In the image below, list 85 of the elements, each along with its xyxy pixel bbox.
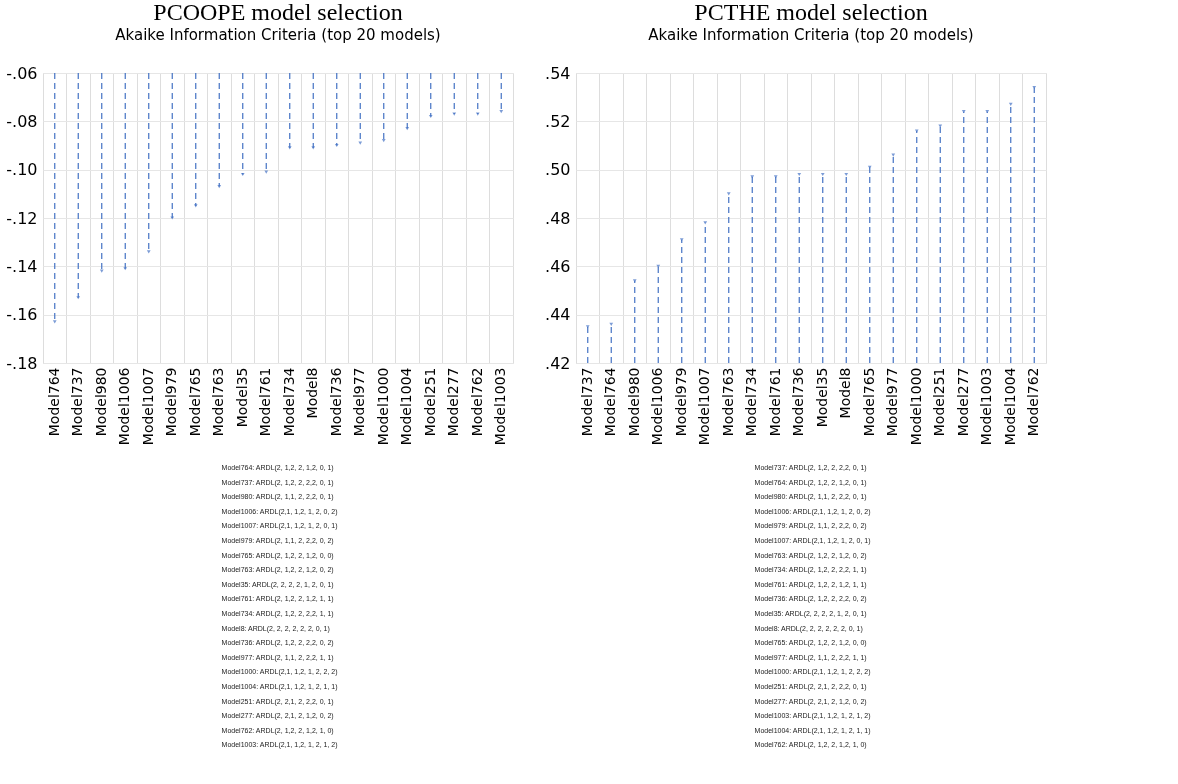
point bbox=[632, 279, 637, 283]
point bbox=[797, 172, 802, 177]
x-tick-label: Model762 bbox=[468, 367, 485, 437]
x-tick-label: Model736 bbox=[790, 367, 807, 437]
x-tick-label: Model763 bbox=[210, 367, 227, 437]
point bbox=[499, 110, 504, 114]
x-tick-label: Model736 bbox=[327, 367, 344, 437]
point bbox=[703, 221, 708, 225]
chart-subtitle: Akaike Information Criteria (top 20 models) bbox=[648, 26, 974, 44]
x-tick-label: Model1007 bbox=[696, 367, 713, 446]
point bbox=[170, 216, 175, 220]
y-tick-label: .54 bbox=[545, 63, 571, 83]
x-tick-label: Model1006 bbox=[116, 367, 133, 446]
x-tick-label: Model980 bbox=[625, 367, 642, 437]
y-tick-label: .46 bbox=[545, 256, 571, 276]
y-tick-label: .42 bbox=[545, 353, 571, 373]
x-tick-label: Model8 bbox=[837, 367, 854, 419]
chart-title: PCOOPE model selection bbox=[153, 0, 403, 25]
x-tick-label: Model277 bbox=[954, 367, 971, 437]
x-tick-label: Model765 bbox=[860, 367, 877, 437]
x-tick-label: Model737 bbox=[69, 367, 86, 437]
y-tick-label: .48 bbox=[545, 208, 571, 228]
x-tick-label: Model251 bbox=[421, 367, 438, 437]
x-tick-label: Model1003 bbox=[492, 367, 509, 446]
x-tick-label: Model979 bbox=[672, 367, 689, 437]
chart-subtitle: Akaike Information Criteria (top 20 models) bbox=[115, 26, 441, 44]
x-tick-label: Model979 bbox=[163, 367, 180, 437]
x-tick-label: Model35 bbox=[813, 367, 830, 428]
point bbox=[428, 114, 433, 119]
x-tick-label: Model35 bbox=[233, 367, 250, 428]
y-tick-label: .50 bbox=[545, 160, 571, 180]
x-tick-label: Model1004 bbox=[398, 367, 415, 446]
point bbox=[146, 250, 151, 254]
y-tick-label: -.08 bbox=[6, 111, 38, 131]
y-tick-label: -.16 bbox=[6, 305, 38, 325]
point bbox=[123, 267, 128, 271]
point bbox=[193, 204, 198, 208]
x-tick-label: Model1006 bbox=[649, 367, 666, 446]
point bbox=[726, 192, 731, 196]
x-tick-label: Model1004 bbox=[1001, 367, 1018, 446]
x-tick-label: Model765 bbox=[186, 367, 203, 437]
point bbox=[679, 238, 684, 242]
x-tick-label: Model737 bbox=[578, 367, 595, 437]
point bbox=[452, 112, 457, 116]
point bbox=[381, 139, 386, 143]
x-tick-label: Model977 bbox=[884, 367, 901, 437]
point bbox=[585, 325, 590, 329]
point bbox=[311, 146, 316, 150]
point bbox=[844, 172, 849, 177]
x-tick-label: Model761 bbox=[766, 367, 783, 437]
x-tick-label: Model980 bbox=[92, 367, 109, 437]
x-tick-label: Model734 bbox=[280, 367, 297, 437]
point bbox=[820, 172, 825, 177]
y-tick-label: .44 bbox=[545, 305, 571, 325]
x-tick-label: Model764 bbox=[602, 367, 619, 437]
x-tick-label: Model8 bbox=[304, 367, 321, 419]
y-tick-label: .52 bbox=[545, 111, 571, 131]
x-tick-label: Model1000 bbox=[374, 367, 391, 446]
point bbox=[334, 143, 339, 148]
point bbox=[287, 146, 292, 150]
x-tick-label: Model277 bbox=[445, 367, 462, 437]
x-tick-label: Model1003 bbox=[978, 367, 995, 446]
point bbox=[217, 184, 222, 189]
x-tick-label: Model1000 bbox=[907, 367, 924, 446]
x-tick-label: Model763 bbox=[719, 367, 736, 437]
x-tick-label: Model734 bbox=[743, 367, 760, 437]
y-tick-label: -.10 bbox=[6, 160, 38, 180]
x-tick-label: Model761 bbox=[257, 367, 274, 437]
point bbox=[240, 172, 245, 177]
x-tick-label: Model764 bbox=[45, 367, 62, 437]
y-tick-label: -.12 bbox=[6, 208, 38, 228]
point bbox=[475, 112, 480, 116]
point bbox=[264, 170, 269, 174]
chart-title: PCTHE model selection bbox=[694, 0, 928, 25]
y-tick-label: -.06 bbox=[6, 63, 38, 83]
point bbox=[358, 141, 363, 145]
point bbox=[773, 175, 778, 179]
y-tick-label: -.14 bbox=[6, 256, 38, 276]
y-tick-label: -.18 bbox=[6, 353, 38, 373]
x-tick-label: Model977 bbox=[351, 367, 368, 437]
x-tick-label: Model1007 bbox=[139, 367, 156, 446]
x-tick-label: Model251 bbox=[931, 367, 948, 437]
point bbox=[405, 126, 410, 131]
point bbox=[750, 175, 755, 179]
x-tick-label: Model762 bbox=[1025, 367, 1042, 437]
